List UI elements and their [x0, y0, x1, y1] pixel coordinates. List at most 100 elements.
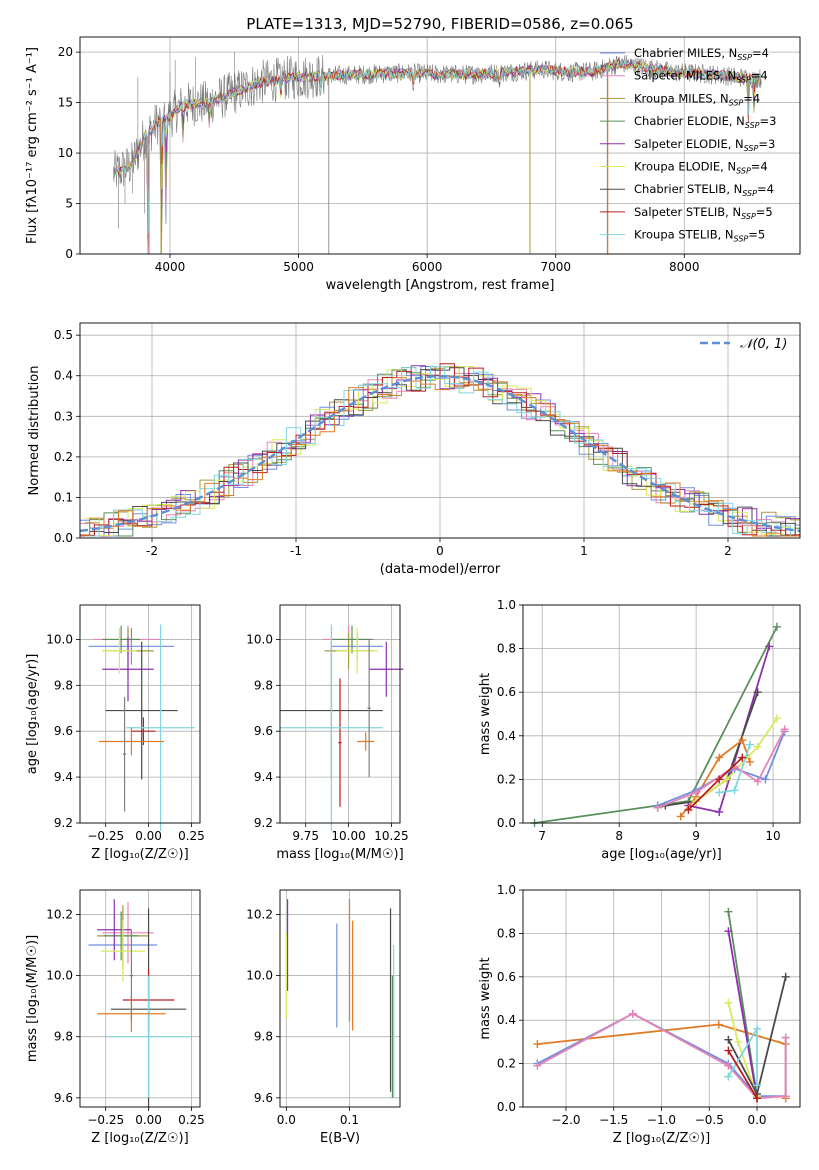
plot-area: [88, 899, 192, 1111]
legend-entry: Salpeter STELIB, NSSP=5: [634, 205, 773, 221]
x-tick-label: 10: [765, 829, 780, 843]
y-tick-label: 0.1: [54, 490, 73, 504]
legend-entry: Chabrier STELIB, NSSP=4: [634, 182, 774, 198]
x-tick-label: 6000: [412, 260, 443, 274]
y-tick-label: 10.0: [246, 969, 273, 983]
x-tick-label: −0.5: [695, 1113, 724, 1127]
y-tick-label: 0: [65, 247, 73, 261]
series-marker: [753, 1024, 762, 1033]
x-tick-label: 8: [615, 829, 623, 843]
series-salpeter-stelib: [684, 753, 747, 814]
errorbar-kroupa-stelib: [280, 624, 383, 832]
chart-spectrum: 4000 5000 6000 7000 8000 0 5 10 15 20 wavelength […: [25, 36, 801, 293]
series-marker: [780, 725, 789, 734]
legend-entry: Kroupa ELODIE, NSSP=4: [634, 160, 768, 176]
series-orange: [676, 736, 754, 821]
series-marker: [715, 788, 724, 797]
errorbar-salpeter-elodie: [97, 899, 132, 961]
series-marker: [653, 803, 662, 812]
errorbar-chabrier-miles: [88, 627, 175, 665]
errorbar-chabrier-stelib: [105, 641, 178, 780]
plot-area: [533, 907, 790, 1103]
chart-age_vs_Z: −0.25 0.00 0.25 9.2 9.4 9.6 9.8 10.0 Z [log₁₀(Z/…: [25, 604, 205, 862]
y-tick-label: 9.8: [254, 1030, 273, 1044]
y-tick-label: 15: [58, 96, 73, 110]
series-kroupa-elodie: [692, 714, 781, 806]
series-marker: [724, 1072, 733, 1081]
y-tick-label: 0.2: [54, 450, 73, 464]
series-line: [695, 717, 778, 802]
x-tick-label: −0.25: [87, 829, 124, 843]
x-tick-label: 5000: [283, 260, 314, 274]
errorbar-kroupa-elodie: [100, 920, 146, 982]
legend-entry: 𝒩(0, 1): [740, 337, 787, 352]
x-tick-label: 0.00: [135, 1113, 162, 1127]
plot-area: [285, 899, 395, 1098]
x-tick-label: 9: [692, 829, 700, 843]
y-tick-label: 9.4: [254, 770, 273, 784]
axes-frame: [79, 604, 201, 824]
x-axis-label: age [log₁₀(age/yr)]: [601, 847, 722, 862]
x-tick-label: 9.75: [292, 829, 319, 843]
x-tick-label: 1: [580, 544, 588, 558]
x-axis-label: Z [log₁₀(Z/Z☉)]: [91, 847, 188, 862]
chart-mass_vs_Z: −0.25 0.00 0.25 9.6 9.8 10.0 10.2 Z [log₁₀(Z/Z☉…: [25, 889, 205, 1146]
series-line: [536, 1012, 787, 1100]
series-salpeter-stelib: [724, 1046, 762, 1103]
series-line: [534, 626, 778, 824]
x-tick-label: 0.00: [135, 829, 162, 843]
x-tick-label: 2: [724, 544, 732, 558]
series-marker: [730, 786, 739, 795]
x-axis-label: (data-model)/error: [380, 562, 501, 577]
y-tick-label: 1.0: [497, 883, 516, 897]
y-tick-label: 1.0: [497, 598, 516, 612]
series-marker: [745, 740, 754, 749]
y-tick-label: 9.2: [254, 816, 273, 830]
errorbar-salpeter-elodie: [369, 641, 404, 697]
y-tick-label: 9.2: [54, 816, 73, 830]
legend-entry: Kroupa STELIB, NSSP=5: [634, 228, 765, 244]
errorbar-gray: [122, 696, 127, 812]
series-salpeter-miles: [653, 725, 789, 812]
series-marker: [715, 753, 724, 762]
series-marker: [724, 1035, 733, 1044]
errorbar-salpeter-stelib: [131, 717, 156, 745]
x-tick-label: 0.0: [277, 1113, 296, 1127]
y-tick-label: 10.2: [246, 907, 273, 921]
gaussian-curve: [79, 374, 801, 533]
series-marker: [692, 788, 701, 797]
errorbar-gray: [367, 639, 371, 778]
y-tick-label: 9.4: [54, 770, 73, 784]
y-tick-label: 0.0: [497, 816, 516, 830]
histogram-orange: [80, 376, 800, 537]
series-marker: [738, 736, 747, 745]
series-marker: [733, 1037, 742, 1046]
chart-age_vs_mass: 9.75 10.00 10.25 9.2 9.4 9.6 9.8 10.0 mass [log₁…: [246, 604, 409, 862]
x-tick-label: 0.25: [178, 829, 205, 843]
y-tick-label: 5: [65, 197, 73, 211]
y-tick-label: 0.0: [497, 1100, 516, 1114]
series-chabrier-elodie: [530, 622, 781, 827]
spectrum-legend: Chabrier MILES, NSSP=4 Salpeter MILES, NS…: [600, 46, 776, 244]
series-marker: [628, 1009, 637, 1018]
errorbar-salpeter-miles: [102, 902, 154, 964]
series-marker: [684, 805, 693, 814]
legend-entry: Chabrier ELODIE, NSSP=3: [634, 114, 776, 130]
x-axis-label: Z [log₁₀(Z/Z☉)]: [613, 1131, 710, 1146]
legend-entry: Salpeter ELODIE, NSSP=3: [634, 137, 775, 153]
axes-frame: [79, 322, 801, 539]
x-tick-label: 0.0: [747, 1113, 766, 1127]
x-tick-label: −2.0: [551, 1113, 580, 1127]
histogram-salpeter-stelib: [80, 363, 800, 536]
plot-area: [79, 363, 801, 537]
series-marker: [724, 1061, 733, 1070]
errorbar-kroupa-elodie: [336, 627, 378, 674]
y-tick-label: 0.4: [54, 369, 73, 383]
series-kroupa-stelib: [724, 1024, 762, 1090]
x-tick-label: −1.0: [647, 1113, 676, 1127]
series-marker: [761, 775, 770, 784]
grid: [523, 604, 800, 824]
x-tick-label: −0.25: [87, 1113, 124, 1127]
